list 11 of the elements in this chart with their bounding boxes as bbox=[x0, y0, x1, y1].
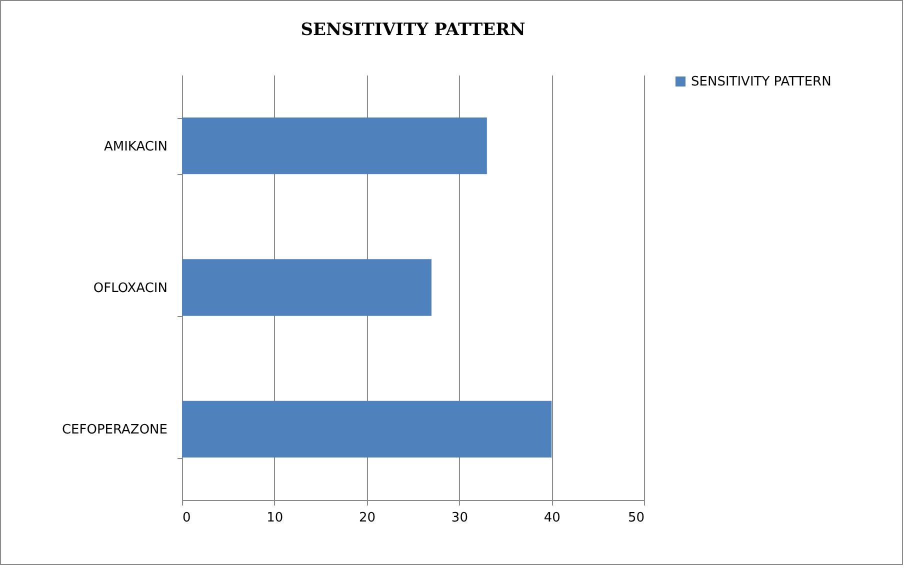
x-tick-label: 10 bbox=[266, 510, 284, 526]
y-tick-label: AMIKACIN bbox=[104, 139, 168, 154]
x-tick-label: 0 bbox=[182, 510, 191, 526]
x-tick-label: 30 bbox=[451, 510, 468, 526]
x-tick-label: 50 bbox=[628, 510, 644, 526]
y-tick-label: OFLOXACIN bbox=[93, 281, 168, 296]
x-tick-label: 20 bbox=[359, 510, 376, 526]
y-tick-label: CEFOPERAZONE bbox=[62, 422, 168, 438]
x-tick-label: 40 bbox=[544, 510, 560, 526]
legend-label: SENSITIVITY PATTERN bbox=[691, 74, 832, 90]
chart-title: SENSITIVITY PATTERN bbox=[300, 20, 526, 40]
